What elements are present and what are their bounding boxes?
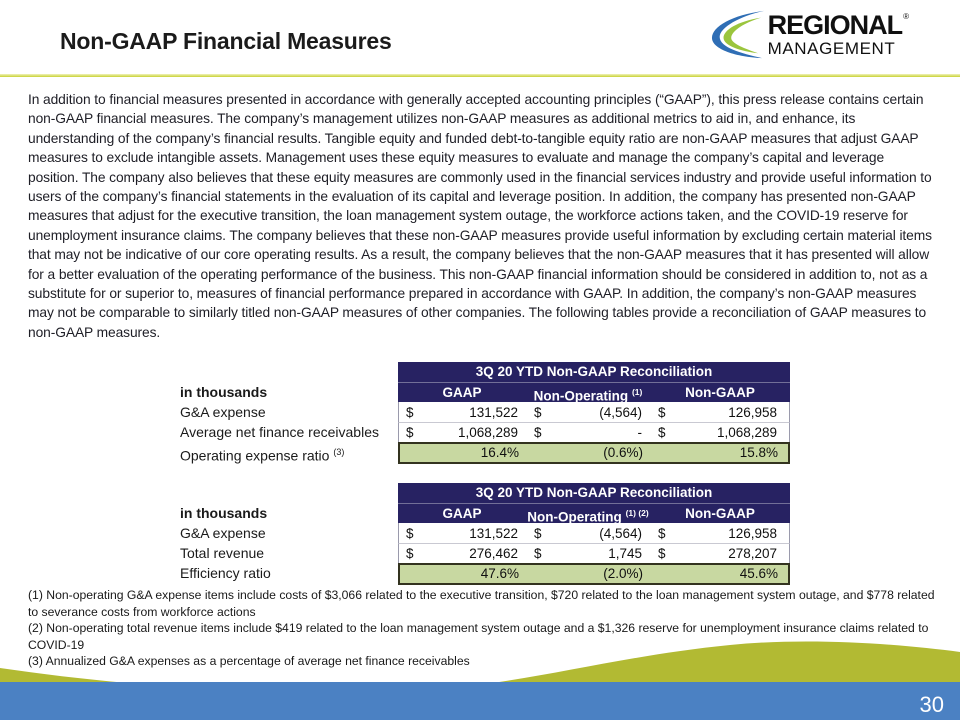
currency-sign: $ [658,404,666,420]
cell-value: 278,207 [728,546,777,561]
cell-value: 131,522 [469,404,518,420]
table-ratio-row: 47.6% (2.0%) 45.6% [398,563,790,585]
table-ratio-row: 16.4% (0.6%) 15.8% [398,442,790,464]
cell-value: 1,068,289 [716,425,777,440]
footnotes: (1) Non-operating G&A expense items incl… [28,587,936,670]
ratio-label-text: Operating expense ratio [180,447,330,464]
ratio-value: 45.6% [739,566,778,581]
cell-value: 1,745 [608,546,642,561]
currency-sign: $ [534,546,542,561]
table-1-title: 3Q 20 YTD Non-GAAP Reconciliation [398,362,790,382]
body-paragraph: In addition to financial measures presen… [28,92,932,340]
table-1-row-label: Average net finance receivables [180,424,379,440]
footer-wave-graphic [0,641,960,720]
col-header-text: Non-Operating [527,509,622,525]
cell-value: 126,958 [728,525,777,541]
ratio-value: 16.4% [480,445,519,460]
table-1-column-headers: GAAP Non-Operating (1) Non-GAAP [398,382,790,404]
cell-value: (4,564) [599,525,642,541]
footnote-2: (2) Non-operating total revenue items in… [28,621,929,652]
footnote-ref-1-2: (1) (2) [625,508,649,518]
col-header-text: Non-Operating [533,388,629,404]
cell-value: 276,462 [469,546,518,561]
currency-sign: $ [658,525,666,541]
page-number: 30 [919,692,944,717]
registered-mark: ® [903,11,909,21]
company-logo: REGIONAL ® MANAGEMENT [708,8,909,60]
col-header-non-gaap: Non-GAAP [685,385,755,400]
table-2-row-label: Total revenue [180,545,265,561]
table-1-grid: 3Q 20 YTD Non-GAAP Reconciliation GAAP N… [398,362,790,464]
col-header-non-operating: Non-Operating (1) (2) [526,504,650,527]
footnote-ref-1: (1) [631,387,643,397]
ratio-value: (0.6%) [603,445,643,460]
table-2-column-headers: GAAP Non-Operating (1) (2) Non-GAAP [398,503,790,525]
col-header-gaap: GAAP [442,385,482,400]
logo-wordmark: REGIONAL ® MANAGEMENT [767,9,909,58]
currency-sign: $ [534,525,542,541]
cell-value: 126,958 [728,404,777,420]
table-2-row-label: G&A expense [180,525,266,541]
ratio-value: (2.0%) [603,566,643,581]
page-title: Non-GAAP Financial Measures [60,28,392,54]
logo-line2: MANAGEMENT [767,38,896,58]
col-header-gaap: GAAP [442,506,482,521]
table-row: $1,068,289 $ - $1,068,289 [398,422,790,442]
footnote-1: (1) Non-operating G&A expense items incl… [28,588,935,619]
currency-sign: $ [406,425,414,440]
table-2-unit-label: in thousands [180,505,268,521]
ratio-value: 15.8% [739,445,778,460]
cell-value: (4,564) [599,404,642,420]
table-2-title: 3Q 20 YTD Non-GAAP Reconciliation [398,483,790,503]
cell-value: 1,068,289 [457,425,518,440]
logo-swoosh-icon [711,10,764,59]
reconciliation-table-2: in thousands G&A expense Total revenue E… [180,483,792,586]
table-2-row-labels: in thousands G&A expense Total revenue E… [180,503,395,583]
col-header-non-gaap: Non-GAAP [685,506,755,521]
table-2-grid: 3Q 20 YTD Non-GAAP Reconciliation GAAP N… [398,483,790,585]
table-1-row-label: Operating expense ratio (3) [180,442,395,464]
reconciliation-table-1: in thousands G&A expense Average net fin… [180,362,792,464]
table-row: $276,462 $1,745 $278,207 [398,543,790,563]
footnote-3: (3) Annualized G&A expenses as a percent… [28,654,470,669]
currency-sign: $ [406,404,414,420]
footnote-ref-3: (3) [333,447,345,457]
table-1-row-label: G&A expense [180,404,266,420]
cell-value: - [637,425,643,440]
table-2-row-label: Efficiency ratio [180,565,271,581]
header-divider [0,74,960,77]
currency-sign: $ [406,546,414,561]
currency-sign: $ [658,546,666,561]
ratio-value: 47.6% [480,566,519,581]
cell-value: 131,522 [469,525,518,541]
table-row: $131,522 $ (4,564) $126,958 [398,523,790,543]
table-row: $131,522 $ (4,564) $126,958 [398,402,790,422]
currency-sign: $ [658,425,666,440]
table-1-row-labels: in thousands G&A expense Average net fin… [180,382,395,464]
col-header-non-operating: Non-Operating (1) [526,383,650,406]
currency-sign: $ [534,404,542,420]
table-1-unit-label: in thousands [180,384,268,400]
currency-sign: $ [534,425,542,440]
logo-line1: REGIONAL [767,9,904,40]
currency-sign: $ [406,525,414,541]
